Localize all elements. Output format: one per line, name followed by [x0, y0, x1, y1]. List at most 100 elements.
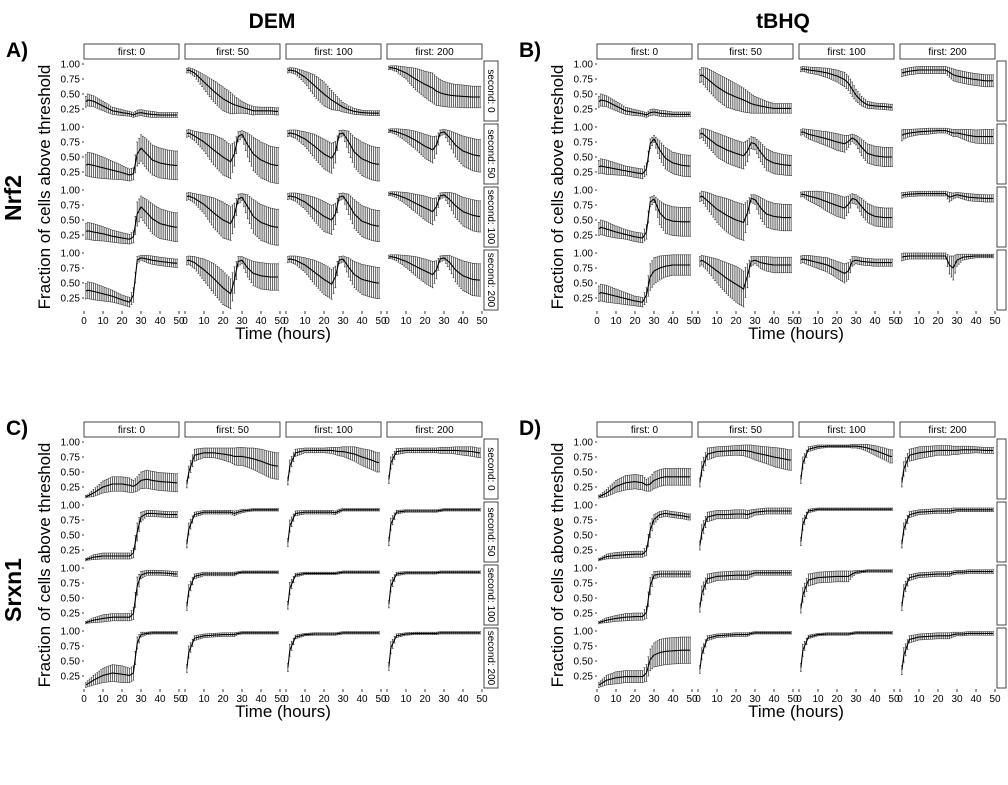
y-tick-label: 0.50 [61, 90, 81, 101]
y-tick-label: 1.00 [574, 60, 594, 71]
facet-cell [84, 250, 179, 310]
mean-line [85, 257, 178, 303]
facet-row-strip [483, 123, 499, 185]
facet-cell [799, 124, 894, 184]
facet-cell [900, 250, 995, 310]
y-tick-label: 0.25 [574, 231, 594, 242]
facet-cell [900, 124, 995, 184]
facet-column-label: first: 100 [827, 47, 866, 58]
mean-line [699, 74, 792, 109]
facet-cell [84, 187, 179, 247]
x-tick-label: 10 [812, 316, 824, 327]
y-tick-label: 0.25 [61, 105, 81, 116]
facet-strip [596, 43, 693, 60]
x-tick-label: 50 [476, 316, 488, 327]
facet-row-strip [996, 186, 1007, 248]
facet-cell [799, 250, 894, 310]
y-tick-label: 0.75 [61, 138, 81, 149]
y-tick-label: 0.75 [574, 264, 594, 275]
y-tick-label: 0.75 [61, 201, 81, 212]
y-tick-label: 0.25 [574, 105, 594, 116]
x-tick-label: 10 [400, 316, 412, 327]
mean-line [699, 195, 792, 224]
facet-column-label: first: 200 [415, 47, 454, 58]
x-tick-label: 40 [869, 316, 881, 327]
y-tick-label: 0.75 [574, 201, 594, 212]
y-axis-label: Fraction of cells above threshold [35, 65, 54, 310]
x-tick-label: 40 [154, 316, 166, 327]
facet-cell [900, 187, 995, 247]
facet-cell [597, 61, 692, 121]
x-tick-label: 30 [850, 316, 862, 327]
facet-cell [185, 61, 280, 121]
x-tick-label: 20 [116, 316, 128, 327]
mean-line [186, 69, 279, 112]
x-tick-label: 30 [236, 316, 248, 327]
mean-line [388, 67, 481, 98]
x-tick-label: 20 [217, 316, 229, 327]
facet-strip [697, 43, 794, 60]
x-tick-label: 10 [711, 316, 723, 327]
mean-line [800, 68, 893, 108]
facet-cell [597, 187, 692, 247]
facet-strip [386, 43, 483, 60]
y-tick-label: 0.25 [61, 294, 81, 305]
y-tick-label: 0.75 [574, 138, 594, 149]
x-tick-label: 20 [730, 316, 742, 327]
y-tick-label: 0.50 [61, 216, 81, 227]
x-tick-label: 0 [897, 316, 903, 327]
x-tick-label: 40 [970, 316, 982, 327]
x-tick-label: 10 [97, 316, 109, 327]
facet-cell [286, 124, 381, 184]
y-tick-label: 0.75 [61, 264, 81, 275]
facet-cell [286, 61, 381, 121]
plot-area [286, 61, 381, 121]
mean-line [287, 69, 380, 114]
y-tick-label: 0.50 [574, 216, 594, 227]
y-tick-label: 0.25 [574, 294, 594, 305]
x-tick-label: 40 [667, 316, 679, 327]
facet-cell [698, 187, 793, 247]
mean-line [388, 130, 481, 157]
facet-cell [900, 61, 995, 121]
mean-line [901, 130, 994, 138]
x-tick-label: 30 [135, 316, 147, 327]
facet-row-label: second: 0 [485, 69, 496, 113]
facet-row-strip [996, 123, 1007, 185]
mean-line [800, 258, 893, 275]
y-tick-label: 0.50 [574, 279, 594, 290]
mean-line [699, 259, 792, 290]
x-tick-label: 30 [337, 316, 349, 327]
panel-letter: B) [519, 39, 541, 62]
facet-column-label: first: 0 [118, 47, 146, 58]
panel-letter: A) [6, 39, 28, 62]
mean-line [699, 132, 792, 166]
mean-line [901, 69, 994, 82]
facet-cell [185, 187, 280, 247]
y-tick-label: 1.00 [61, 123, 81, 134]
facet-cell [84, 124, 179, 184]
x-tick-label: 0 [796, 316, 802, 327]
x-tick-label: 20 [318, 316, 330, 327]
mean-line [287, 132, 380, 165]
facet-strip [83, 43, 180, 60]
facet-row-label: second: 200 [485, 253, 496, 308]
y-tick-label: 0.25 [61, 231, 81, 242]
facet-row-strip [483, 186, 499, 248]
y-tick-label: 1.00 [61, 249, 81, 260]
facet-cell [387, 61, 482, 121]
facet-row-label: second: 50 [485, 130, 496, 179]
y-tick-label: 0.50 [574, 90, 594, 101]
y-tick-label: 0.50 [574, 153, 594, 164]
y-tick-label: 0.50 [61, 279, 81, 290]
x-axis-label: Time (hours) [748, 324, 844, 343]
x-tick-label: 0 [81, 316, 87, 327]
mean-line [800, 193, 893, 219]
x-tick-label: 30 [648, 316, 660, 327]
x-tick-label: 10 [299, 316, 311, 327]
mean-line [598, 198, 691, 239]
facet-row-label: second: 100 [485, 190, 496, 245]
x-tick-label: 50 [173, 316, 185, 327]
mean-line [287, 195, 380, 227]
mean-line [186, 132, 279, 166]
